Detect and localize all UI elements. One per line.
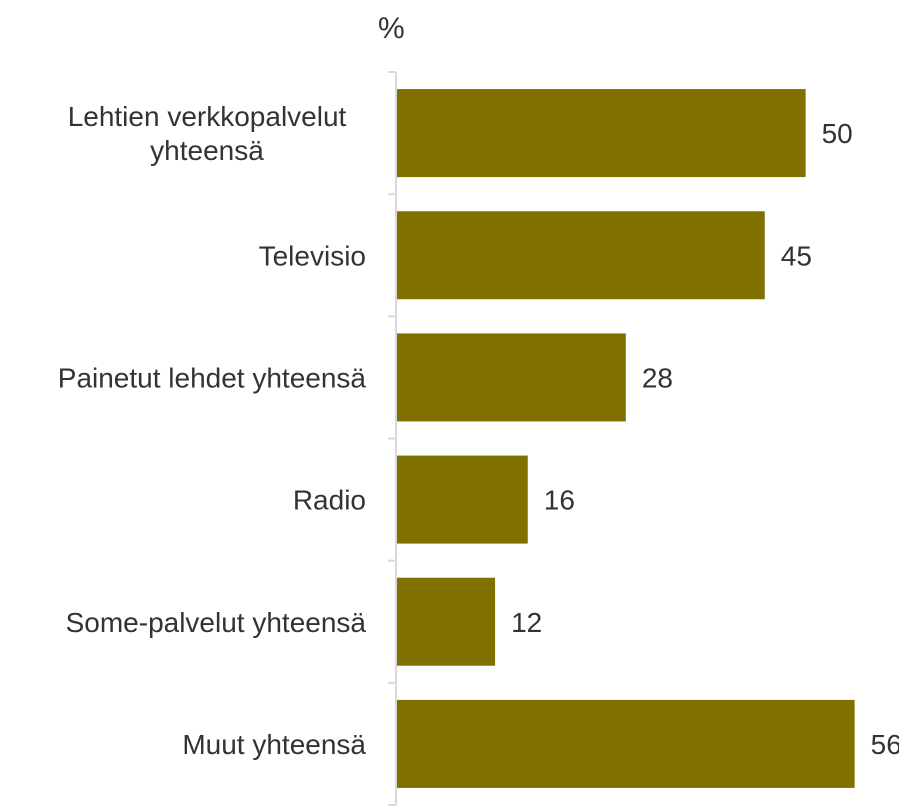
bar [397, 333, 626, 422]
category-label: Muut yhteensä [182, 729, 366, 760]
data-label: 28 [642, 362, 673, 393]
category-label: Lehtien verkkopalvelut yhteensä [68, 101, 347, 166]
data-label: 16 [544, 485, 575, 516]
unit-label: % [378, 12, 405, 45]
bar [397, 211, 765, 300]
category-label: Some-palvelut yhteensä [66, 607, 367, 638]
category-label: Televisio [259, 240, 366, 271]
bar [397, 577, 496, 666]
data-label: 45 [781, 240, 812, 271]
bar [397, 455, 528, 544]
data-label: 12 [511, 607, 542, 638]
data-label: 56 [871, 729, 899, 760]
category-label: Painetut lehdet yhteensä [58, 362, 367, 393]
data-label: 50 [822, 118, 853, 149]
bar [397, 699, 855, 788]
category-label: Radio [293, 485, 366, 516]
bar [397, 89, 806, 178]
